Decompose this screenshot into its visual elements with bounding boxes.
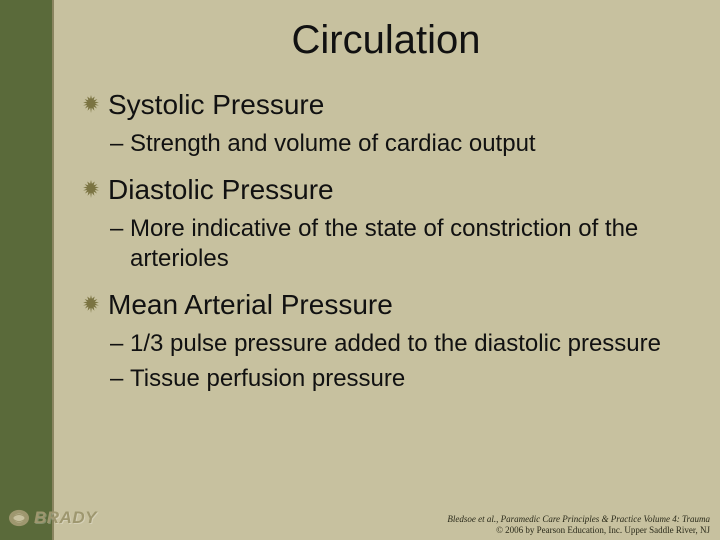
- burst-icon: [82, 95, 100, 113]
- sidebar-accent: [0, 0, 52, 540]
- sub-item: – More indicative of the state of constr…: [130, 214, 692, 275]
- footer: Bledsoe et al., Paramedic Care Principle…: [52, 514, 720, 537]
- list-item-label: Mean Arterial Pressure: [108, 289, 393, 320]
- list-item: Diastolic Pressure – More indicative of …: [108, 174, 692, 275]
- footer-line-1: Bledsoe et al., Paramedic Care Principle…: [52, 514, 710, 525]
- sub-item-text: Strength and volume of cardiac output: [130, 130, 536, 157]
- slide-title: Circulation: [80, 18, 692, 63]
- list-item-label: Systolic Pressure: [108, 89, 324, 120]
- sub-item-text: Tissue perfusion pressure: [130, 365, 405, 392]
- burst-icon: [82, 180, 100, 198]
- sub-list: – More indicative of the state of constr…: [108, 214, 692, 275]
- dash-icon: –: [110, 129, 123, 160]
- dash-icon: –: [110, 329, 123, 360]
- footer-line-2: © 2006 by Pearson Education, Inc. Upper …: [52, 525, 710, 536]
- dash-icon: –: [110, 214, 123, 245]
- brand-logo-icon: [8, 508, 30, 528]
- list-item: Systolic Pressure – Strength and volume …: [108, 89, 692, 160]
- sub-item-text: 1/3 pulse pressure added to the diastoli…: [130, 330, 661, 357]
- sub-item: – Tissue perfusion pressure: [130, 364, 692, 395]
- sub-item-text: More indicative of the state of constric…: [130, 215, 638, 273]
- sub-item: – 1/3 pulse pressure added to the diasto…: [130, 329, 692, 360]
- burst-icon: [82, 295, 100, 313]
- slide-content: Circulation Systolic Pressure – Strength…: [52, 0, 720, 540]
- sub-list: – 1/3 pulse pressure added to the diasto…: [108, 329, 692, 394]
- list-item-label: Diastolic Pressure: [108, 174, 334, 205]
- dash-icon: –: [110, 364, 123, 395]
- sub-item: – Strength and volume of cardiac output: [130, 129, 692, 160]
- bullet-list: Systolic Pressure – Strength and volume …: [80, 89, 692, 395]
- list-item: Mean Arterial Pressure – 1/3 pulse press…: [108, 289, 692, 394]
- sub-list: – Strength and volume of cardiac output: [108, 129, 692, 160]
